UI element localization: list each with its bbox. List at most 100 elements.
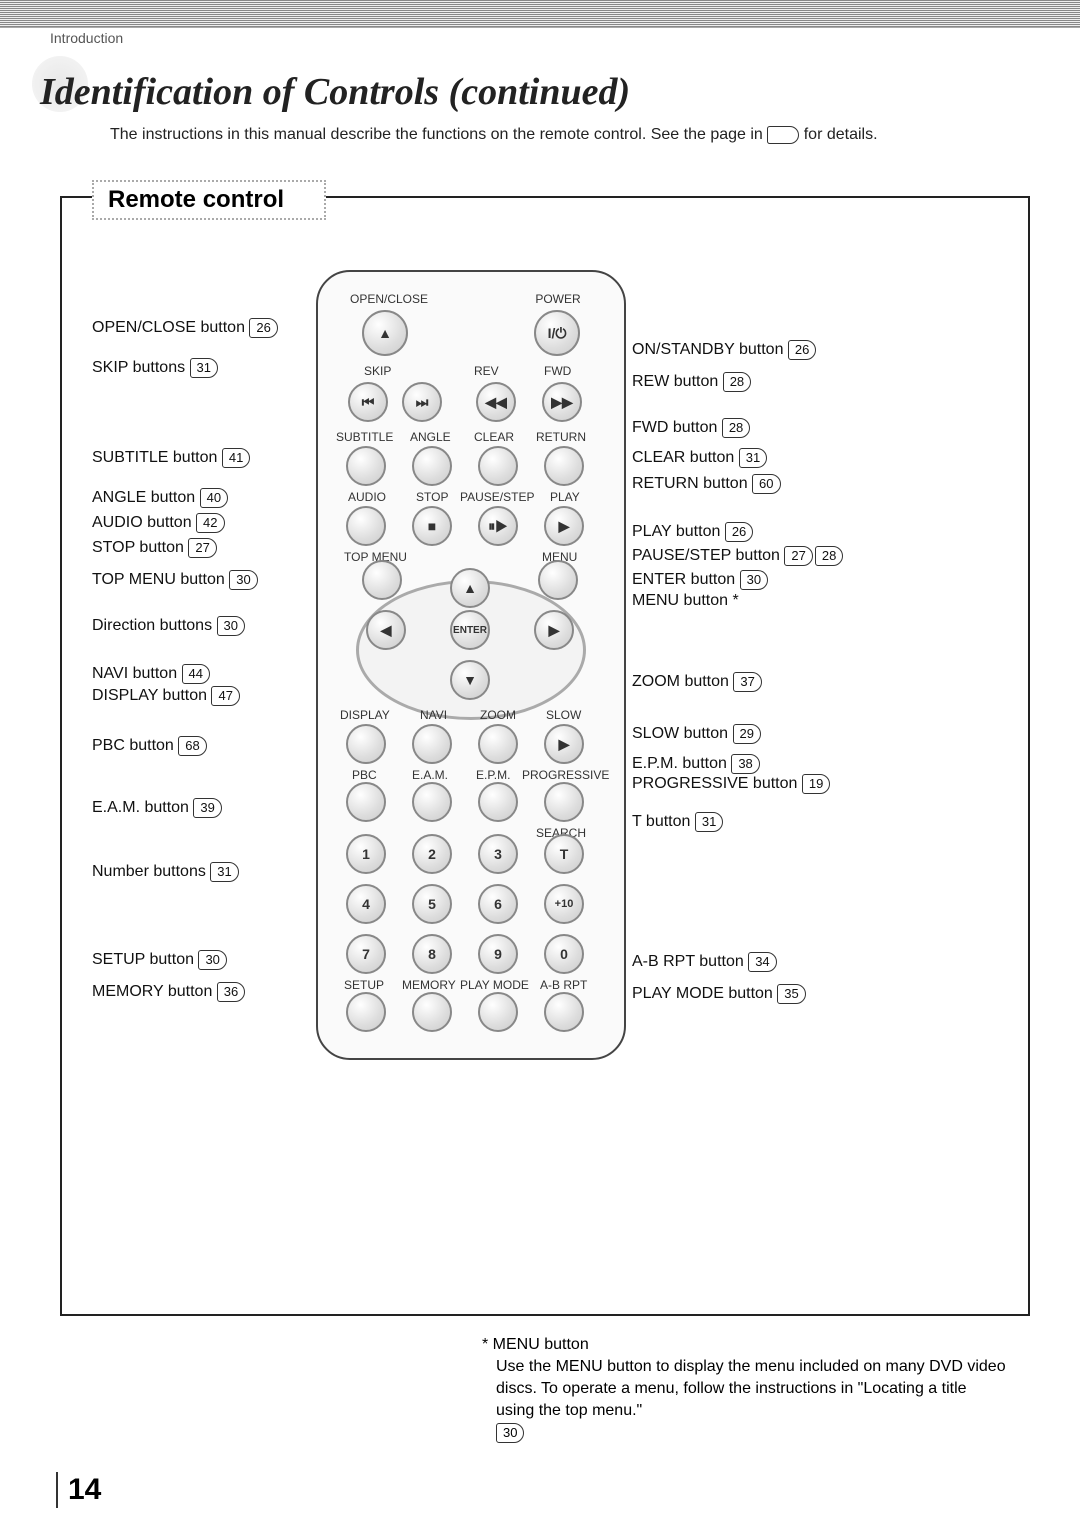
callout-item: SUBTITLE button 41 <box>92 448 250 468</box>
callout-label: Number buttons <box>92 863 210 880</box>
callout-pageref: 35 <box>777 984 805 1004</box>
callout-pageref: 31 <box>695 812 723 832</box>
callout-label: MENU button * <box>632 592 739 609</box>
callout-label: ZOOM button <box>632 673 733 690</box>
callout-item: ANGLE button 40 <box>92 488 228 508</box>
callout-item: NAVI button 44 <box>92 664 210 684</box>
callout-item: SETUP button 30 <box>92 950 227 970</box>
btn-enter: ENTER <box>450 610 490 650</box>
callout-item: ZOOM button 37 <box>632 672 762 692</box>
callout-item: RETURN button 60 <box>632 474 781 494</box>
btn-0: 0 <box>544 934 584 974</box>
btn-slow: ▶ <box>544 724 584 764</box>
callout-item: FWD button 28 <box>632 418 750 438</box>
callout-pageref: 29 <box>733 724 761 744</box>
callout-item: PROGRESSIVE button 19 <box>632 774 830 794</box>
callout-item: PLAY MODE button 35 <box>632 984 806 1004</box>
callout-label: DISPLAY button <box>92 687 211 704</box>
label-pause-step: PAUSE/STEP <box>460 490 534 504</box>
callout-label: Direction buttons <box>92 617 217 634</box>
callout-label: SKIP buttons <box>92 359 190 376</box>
callout-pageref: 44 <box>182 664 210 684</box>
instructions-text: The instructions in this manual describe… <box>110 126 878 144</box>
callout-item: MEMORY button 36 <box>92 982 245 1002</box>
callout-item: MENU button * <box>632 592 739 610</box>
callout-label: PLAY MODE button <box>632 985 777 1002</box>
btn-2: 2 <box>412 834 452 874</box>
callout-pageref: 27 <box>188 538 216 558</box>
callout-pageref: 27 <box>784 546 812 566</box>
btn-pause-step: ⏸▶ <box>478 506 518 546</box>
callout-pageref: 19 <box>802 774 830 794</box>
btn-9: 9 <box>478 934 518 974</box>
callout-label: MEMORY button <box>92 983 217 1000</box>
label-eam: E.A.M. <box>412 768 448 782</box>
label-pbc: PBC <box>352 768 377 782</box>
btn-top-menu <box>362 560 402 600</box>
btn-t: T <box>544 834 584 874</box>
callout-pageref: 34 <box>748 952 776 972</box>
callout-label: TOP MENU button <box>92 571 229 588</box>
callout-pageref: 26 <box>249 318 277 338</box>
btn-menu <box>538 560 578 600</box>
callout-pageref: 31 <box>190 358 218 378</box>
pageref-blank <box>767 126 799 144</box>
callout-label: ON/STANDBY button <box>632 341 788 358</box>
btn-up: ▲ <box>450 568 490 608</box>
btn-progressive <box>544 782 584 822</box>
footnote-pageref: 30 <box>496 1423 524 1443</box>
btn-6: 6 <box>478 884 518 924</box>
callout-label: AUDIO button <box>92 514 196 531</box>
label-epm: E.P.M. <box>476 768 510 782</box>
label-angle: ANGLE <box>410 430 451 444</box>
section-tab: Introduction <box>44 30 129 46</box>
label-fwd: FWD <box>544 364 571 378</box>
btn-right: ▶ <box>534 610 574 650</box>
label-play: PLAY <box>550 490 580 504</box>
callout-label: RETURN button <box>632 475 752 492</box>
btn-play-mode <box>478 992 518 1032</box>
btn-clear <box>478 446 518 486</box>
callout-pageref: 40 <box>200 488 228 508</box>
callout-pageref: 42 <box>196 513 224 533</box>
callout-pageref: 28 <box>722 418 750 438</box>
callout-pageref: 47 <box>211 686 239 706</box>
label-zoom: ZOOM <box>480 708 516 722</box>
callout-item: E.P.M. button 38 <box>632 754 760 774</box>
btn-angle <box>412 446 452 486</box>
callout-label: PAUSE/STEP button <box>632 547 784 564</box>
main-frame: Remote control OPEN/CLOSE button 26SKIP … <box>60 196 1030 1316</box>
label-open-close: OPEN/CLOSE <box>344 292 434 306</box>
callout-pageref: 30 <box>198 950 226 970</box>
callout-item: PBC button 68 <box>92 736 207 756</box>
instructions-post: for details. <box>804 126 878 143</box>
btn-open-close: ▲ <box>362 310 408 356</box>
btn-setup <box>346 992 386 1032</box>
label-stop: STOP <box>416 490 448 504</box>
callout-label: SLOW button <box>632 725 733 742</box>
label-play-mode: PLAY MODE <box>460 978 529 992</box>
callout-item: OPEN/CLOSE button 26 <box>92 318 278 338</box>
callout-pageref: 28 <box>723 372 751 392</box>
callout-item: TOP MENU button 30 <box>92 570 258 590</box>
callout-pageref: 31 <box>739 448 767 468</box>
callout-label: REW button <box>632 373 723 390</box>
btn-fwd: ▶▶ <box>542 382 582 422</box>
footnote-body: Use the MENU button to display the menu … <box>496 1356 1006 1422</box>
callout-item: CLEAR button 31 <box>632 448 767 468</box>
callout-pageref: 39 <box>193 798 221 818</box>
btn-8: 8 <box>412 934 452 974</box>
btn-down: ▼ <box>450 660 490 700</box>
btn-play: ▶ <box>544 506 584 546</box>
btn-memory <box>412 992 452 1032</box>
callout-item: E.A.M. button 39 <box>92 798 222 818</box>
btn-ab-rpt <box>544 992 584 1032</box>
btn-5: 5 <box>412 884 452 924</box>
callout-item: PLAY button 26 <box>632 522 753 542</box>
callout-label: T button <box>632 813 695 830</box>
callout-pageref: 30 <box>217 616 245 636</box>
label-slow: SLOW <box>546 708 581 722</box>
label-return: RETURN <box>536 430 586 444</box>
label-ab-rpt: A-B RPT <box>540 978 587 992</box>
callout-item: Number buttons 31 <box>92 862 239 882</box>
